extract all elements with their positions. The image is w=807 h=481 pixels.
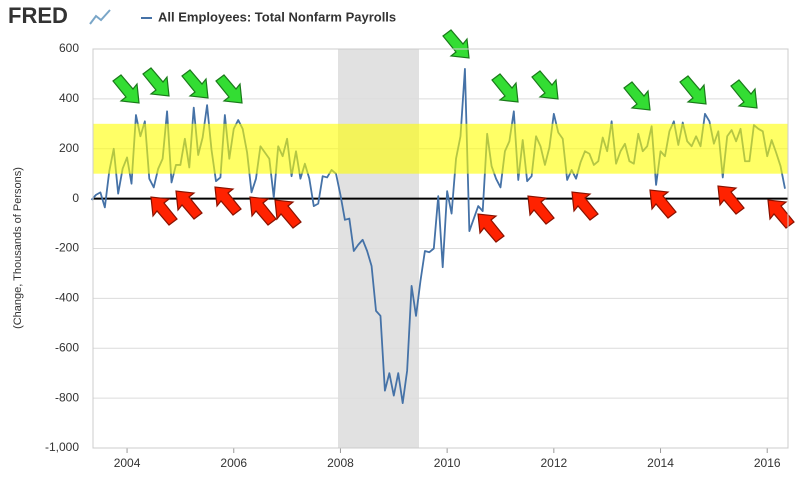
x-tick-label: 2008: [327, 456, 354, 470]
x-tick-label: 2010: [434, 456, 461, 470]
y-tick-label: 0: [72, 191, 79, 205]
x-tick-label: 2012: [540, 456, 567, 470]
y-tick-label: 200: [59, 141, 79, 155]
y-axis-label: (Change, Thousands of Persons): [12, 167, 24, 329]
y-tick-label: -800: [55, 390, 79, 404]
x-tick-label: 2014: [647, 456, 674, 470]
x-tick-label: 2004: [114, 456, 141, 470]
y-tick-label: -400: [55, 291, 79, 305]
y-tick-label: 600: [59, 41, 79, 55]
y-tick-label: -1,000: [45, 440, 79, 454]
x-tick-label: 2016: [754, 456, 781, 470]
y-tick-label: -600: [55, 340, 79, 354]
brand-logo: FRED: [8, 3, 68, 28]
logo-icon: [89, 9, 111, 25]
y-tick-label: -200: [55, 241, 79, 255]
legend-label: All Employees: Total Nonfarm Payrolls: [158, 9, 396, 24]
plot-border: [92, 48, 789, 449]
highlight-band: [93, 123, 788, 174]
x-tick-label: 2006: [220, 456, 247, 470]
y-tick-label: 400: [59, 91, 79, 105]
